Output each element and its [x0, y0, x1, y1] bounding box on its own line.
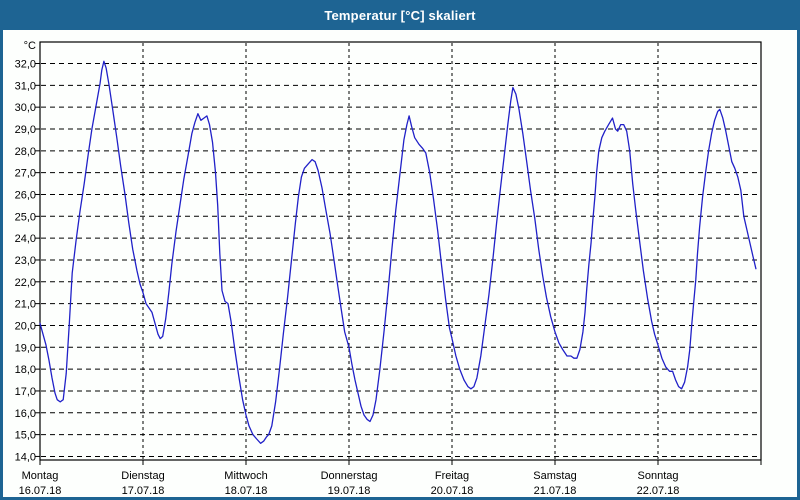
- window-title: Temperatur [°C] skaliert: [324, 7, 476, 23]
- chart-area: [3, 30, 797, 497]
- window-titlebar: Temperatur [°C] skaliert: [0, 0, 800, 30]
